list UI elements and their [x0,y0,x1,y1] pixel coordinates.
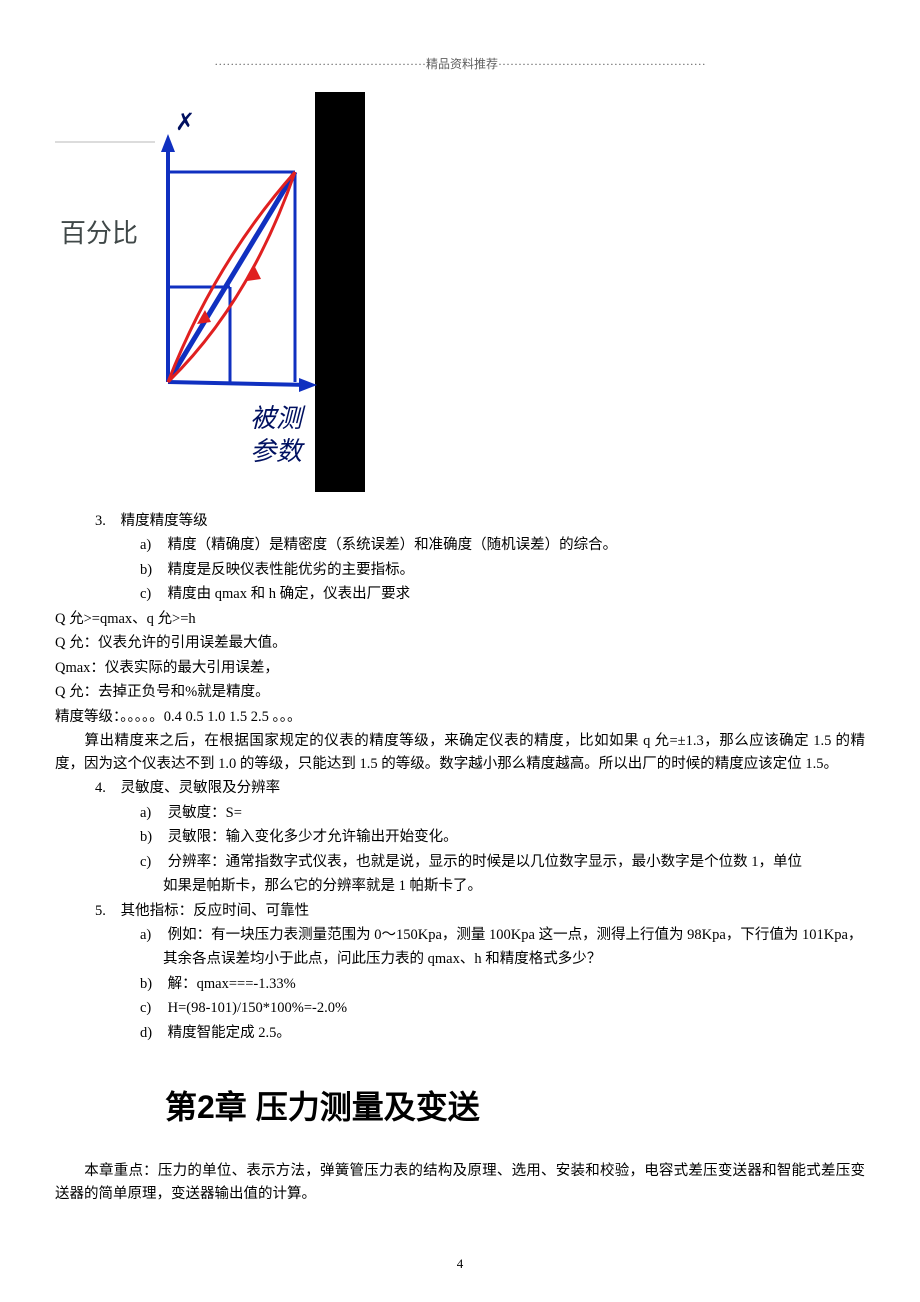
item-number: 3. [95,510,117,532]
sub-text: 精度（精确度）是精密度（系统误差）和准确度（随机误差）的综合。 [168,537,618,553]
list-item-5d: d) 精度智能定成 2.5。 [140,1022,865,1044]
paragraph-precision-text: 算出精度来之后，在根据国家规定的仪表的精度等级，来确定仪表的精度，比如如果 q … [55,733,865,771]
q-line-1: Q 允>=qmax、q 允>=h [55,608,865,630]
q-line-4: Q 允：去掉正负号和%就是精度。 [55,681,865,703]
sub-text: 分辨率：通常指数字式仪表，也就是说，显示的时候是以几位数字显示，最小数字是个位数… [168,854,802,870]
y-axis-label: 百分比 [60,219,138,248]
sub-label: c) [140,997,164,1019]
sub-label: a) [140,924,164,946]
sub-label: d) [140,1022,164,1044]
list-item-5a: a) 例如：有一块压力表测量范围为 0～150Kpa，测量 100Kpa 这一点… [140,924,865,946]
header-decoration: ········································… [55,55,865,72]
item-number: 4. [95,777,117,799]
list-item-4c: c) 分辨率：通常指数字式仪表，也就是说，显示的时候是以几位数字显示，最小数字是… [140,851,865,873]
sub-text: H=(98-101)/150*100%=-2.0% [168,1000,347,1016]
sub-text: 解：qmax===-1.33% [168,976,296,992]
paragraph-chapter-intro-text: 本章重点：压力的单位、表示方法，弹簧管压力表的结构及原理、选用、安装和校验，电容… [55,1163,865,1201]
list-item-5b: b) 解：qmax===-1.33% [140,973,865,995]
list-item-4: 4. 灵敏度、灵敏限及分辨率 [95,777,865,799]
list-item-3c: c) 精度由 qmax 和 h 确定，仪表出厂要求 [140,583,865,605]
sub-text: 例如：有一块压力表测量范围为 0～150Kpa，测量 100Kpa 这一点，测得… [168,927,863,943]
list-item-4a: a) 灵敏度：S= [140,802,865,824]
item-title: 其他指标：反应时间、可靠性 [121,903,310,919]
list-item-5: 5. 其他指标：反应时间、可靠性 [95,900,865,922]
item-title: 灵敏度、灵敏限及分辨率 [121,780,281,796]
q-line-5: 精度等级：。。。。。0.4 0.5 1.0 1.5 2.5 。。。 [55,706,865,728]
x-axis-label-2: 参数 [250,437,305,466]
paragraph-chapter-intro: 本章重点：压力的单位、表示方法，弹簧管压力表的结构及原理、选用、安装和校验，电容… [55,1160,865,1205]
list-item-4b: b) 灵敏限：输入变化多少才允许输出开始变化。 [140,826,865,848]
paragraph-precision: 算出精度来之后，在根据国家规定的仪表的精度等级，来确定仪表的精度，比如如果 q … [55,730,865,775]
item-title: 精度精度等级 [121,513,208,529]
sub-label: b) [140,826,164,848]
page-number: 4 [0,1256,920,1272]
list-item-4c-cont: 如果是帕斯卡，那么它的分辨率就是 1 帕斯卡了。 [163,875,865,897]
sub-label: a) [140,534,164,556]
sub-label: b) [140,559,164,581]
sub-label: c) [140,583,164,605]
item-number: 5. [95,900,117,922]
list-item-3a: a) 精度（精确度）是精密度（系统误差）和准确度（随机误差）的综合。 [140,534,865,556]
q-line-3: Qmax：仪表实际的最大引用误差， [55,657,865,679]
sub-text: 精度智能定成 2.5。 [168,1025,291,1041]
figure-svg: 百分比 ✗ 被测 参数 [55,92,365,492]
sub-label: b) [140,973,164,995]
sub-label: a) [140,802,164,824]
sub-text: 精度是反映仪表性能优劣的主要指标。 [168,562,415,578]
list-item-3b: b) 精度是反映仪表性能优劣的主要指标。 [140,559,865,581]
q-line-2: Q 允：仪表允许的引用误差最大值。 [55,632,865,654]
list-item-5a-cont: 其余各点误差均小于此点，问此压力表的 qmax、h 和精度格式多少？ [163,948,865,970]
document-page: ········································… [0,0,920,1302]
hysteresis-figure: 百分比 ✗ 被测 参数 [55,92,865,492]
list-item-3: 3. 精度精度等级 [95,510,865,532]
sub-text: 灵敏度：S= [168,805,242,821]
chapter-title: 第2章 压力测量及变送 [165,1082,865,1128]
x-axis-label-1: 被测 [250,404,306,433]
top-x-mark: ✗ [175,109,195,136]
sub-text: 精度由 qmax 和 h 确定，仪表出厂要求 [168,586,410,602]
sub-label: c) [140,851,164,873]
list-item-5c: c) H=(98-101)/150*100%=-2.0% [140,997,865,1019]
sub-text: 灵敏限：输入变化多少才允许输出开始变化。 [168,829,458,845]
